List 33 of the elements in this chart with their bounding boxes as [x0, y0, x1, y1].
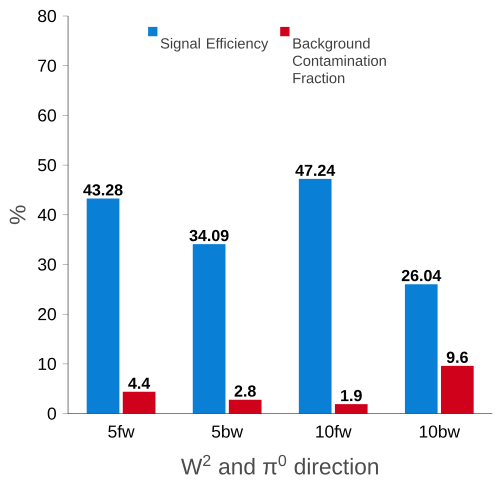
bar — [440, 366, 474, 414]
bar — [404, 284, 438, 414]
y-tick-label: 30 — [38, 258, 56, 271]
y-tick-label: 60 — [38, 109, 56, 122]
y-tick-label: 50 — [38, 158, 56, 172]
data-label: 2.8 — [234, 385, 256, 397]
y-tick-label: 80 — [38, 10, 56, 22]
y-tick-label: 70 — [38, 60, 56, 72]
x-tick-label: 10fw — [316, 424, 352, 438]
y-tick-label: 40 — [38, 208, 56, 221]
y-axis-title: % — [10, 206, 26, 224]
data-label: 4.4 — [128, 378, 150, 389]
y-tick-label: 20 — [38, 308, 56, 320]
bar — [334, 404, 368, 414]
data-label: 26.04 — [402, 270, 442, 282]
bar — [122, 392, 156, 414]
legend-label: Background Contamination Fraction — [292, 38, 386, 84]
legend-label: Signal Efficiency — [160, 38, 268, 52]
bar — [228, 400, 262, 414]
bar — [86, 198, 120, 414]
bar — [192, 244, 226, 414]
data-label: 34.09 — [189, 230, 229, 242]
x-tick-label: 10bw — [420, 424, 460, 438]
data-label: 43.28 — [83, 184, 123, 196]
y-tick-label: 10 — [38, 358, 56, 370]
data-label: 47.24 — [295, 164, 336, 176]
x-tick-label: 5fw — [108, 424, 135, 438]
data-label: 9.6 — [446, 352, 468, 363]
bar — [298, 178, 332, 414]
y-tick-label: 0 — [48, 407, 56, 420]
x-tick-label: 5bw — [212, 424, 244, 438]
data-label: 1.9 — [341, 390, 362, 402]
x-axis-title: W$^{2}$ and π$^{0}$ direction — [181, 454, 378, 475]
